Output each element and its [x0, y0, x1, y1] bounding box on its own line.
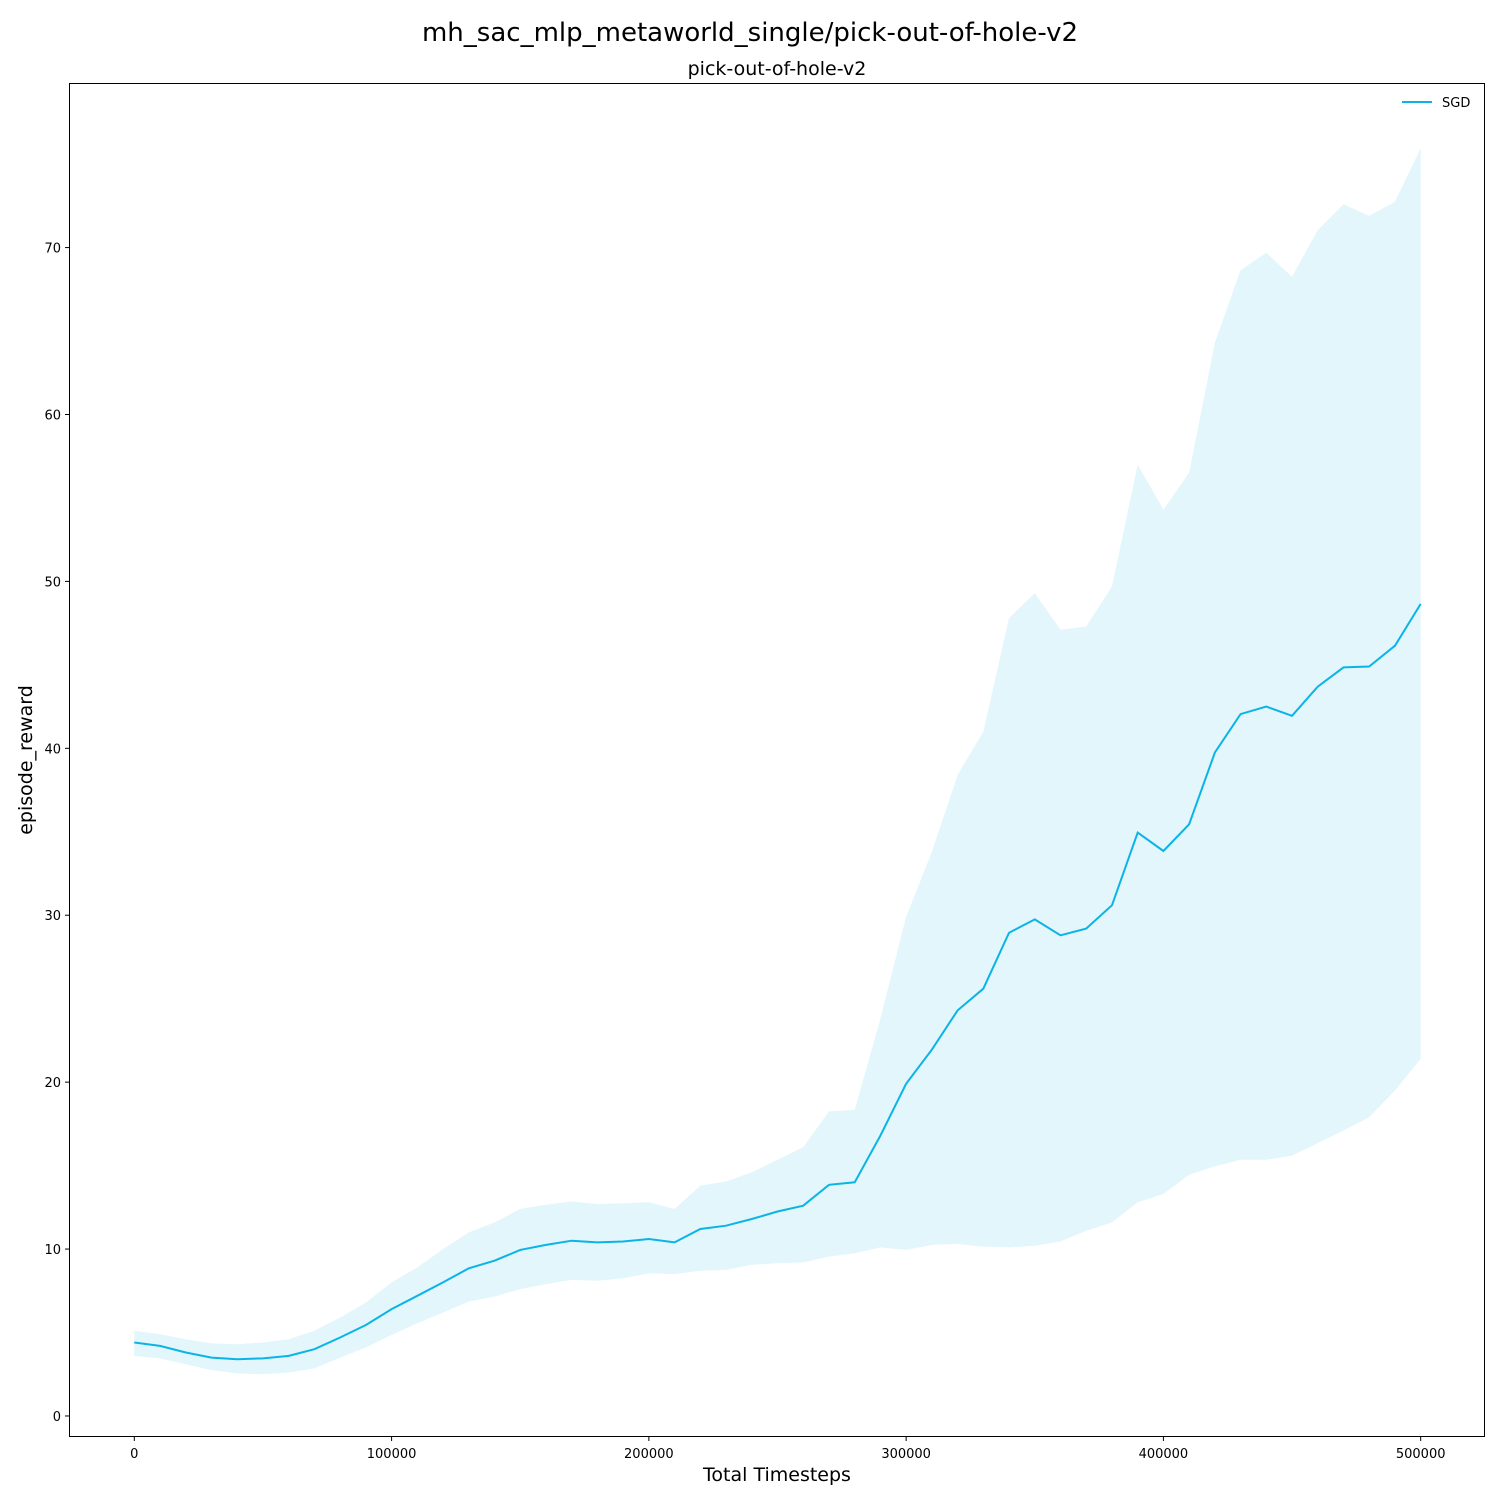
chart-title: pick-out-of-hole-v2 [688, 58, 867, 80]
x-tick-label: 100000 [367, 1447, 417, 1462]
y-tick-label: 50 [44, 575, 61, 590]
x-tick-label: 400000 [1139, 1447, 1189, 1462]
plot-area [134, 148, 1422, 1375]
x-tick-label: 300000 [881, 1447, 931, 1462]
y-tick-label: 0 [53, 1410, 61, 1425]
x-tick-label: 0 [130, 1447, 138, 1462]
y-tick-label: 10 [44, 1243, 61, 1258]
y-tick-label: 60 [44, 408, 61, 423]
y-tick-label: 30 [44, 909, 61, 924]
y-axis-label: episode_reward [15, 685, 37, 835]
x-tick-label: 200000 [624, 1447, 674, 1462]
x-tick-label: 500000 [1396, 1447, 1446, 1462]
figure-suptitle: mh_sac_mlp_metaworld_single/pick-out-of-… [422, 18, 1078, 48]
legend: SGD [1402, 96, 1470, 111]
confidence-band-0 [134, 148, 1421, 1375]
x-axis-label: Total Timesteps [702, 1464, 851, 1486]
y-tick-label: 40 [44, 742, 61, 757]
x-axis: 0 100000 200000 300000 400000 500000 [130, 1436, 1446, 1462]
y-tick-label: 20 [44, 1076, 61, 1091]
y-tick-label: 70 [44, 242, 61, 257]
plot-frame [69, 83, 1485, 1437]
y-axis: 0 10 20 30 40 50 60 70 [44, 242, 70, 1425]
legend-label-sgd: SGD [1442, 96, 1470, 111]
series-line-0 [134, 603, 1422, 1361]
